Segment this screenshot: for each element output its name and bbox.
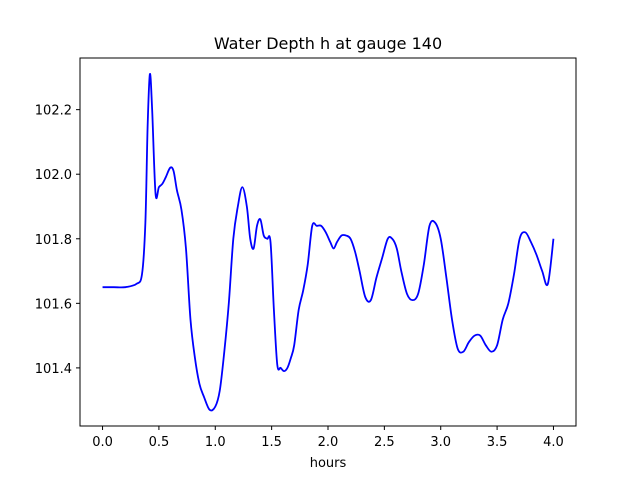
x-tick-label: 4.0 [543,435,564,450]
axes-frame [79,57,577,427]
x-axis-label: hours [310,456,347,471]
y-tick-label: 101.4 [35,362,72,377]
axes: 0.0 0.5 1.0 1.5 2.0 2.5 3.0 3.5 4.0 101.4 101.6 101… [35,57,577,450]
x-tick-label: 2.0 [318,435,339,450]
chart-title: Water Depth h at gauge 140 [214,34,442,53]
x-tick-label: 3.5 [487,435,508,450]
x-tick-label: 2.5 [374,435,395,450]
x-tick-label: 0.0 [92,435,113,450]
y-tick-label: 101.6 [35,297,72,312]
x-tick-label: 1.5 [261,435,282,450]
series-line-0 [102,73,555,412]
y-tick-label: 102.0 [35,168,72,183]
y-tick-label: 102.2 [35,104,72,119]
x-tick-label: 1.0 [205,435,226,450]
x-tick-label: 3.0 [430,435,451,450]
plot-area [102,73,555,412]
y-tick-label: 101.8 [35,233,72,248]
x-tick-label: 0.5 [149,435,170,450]
